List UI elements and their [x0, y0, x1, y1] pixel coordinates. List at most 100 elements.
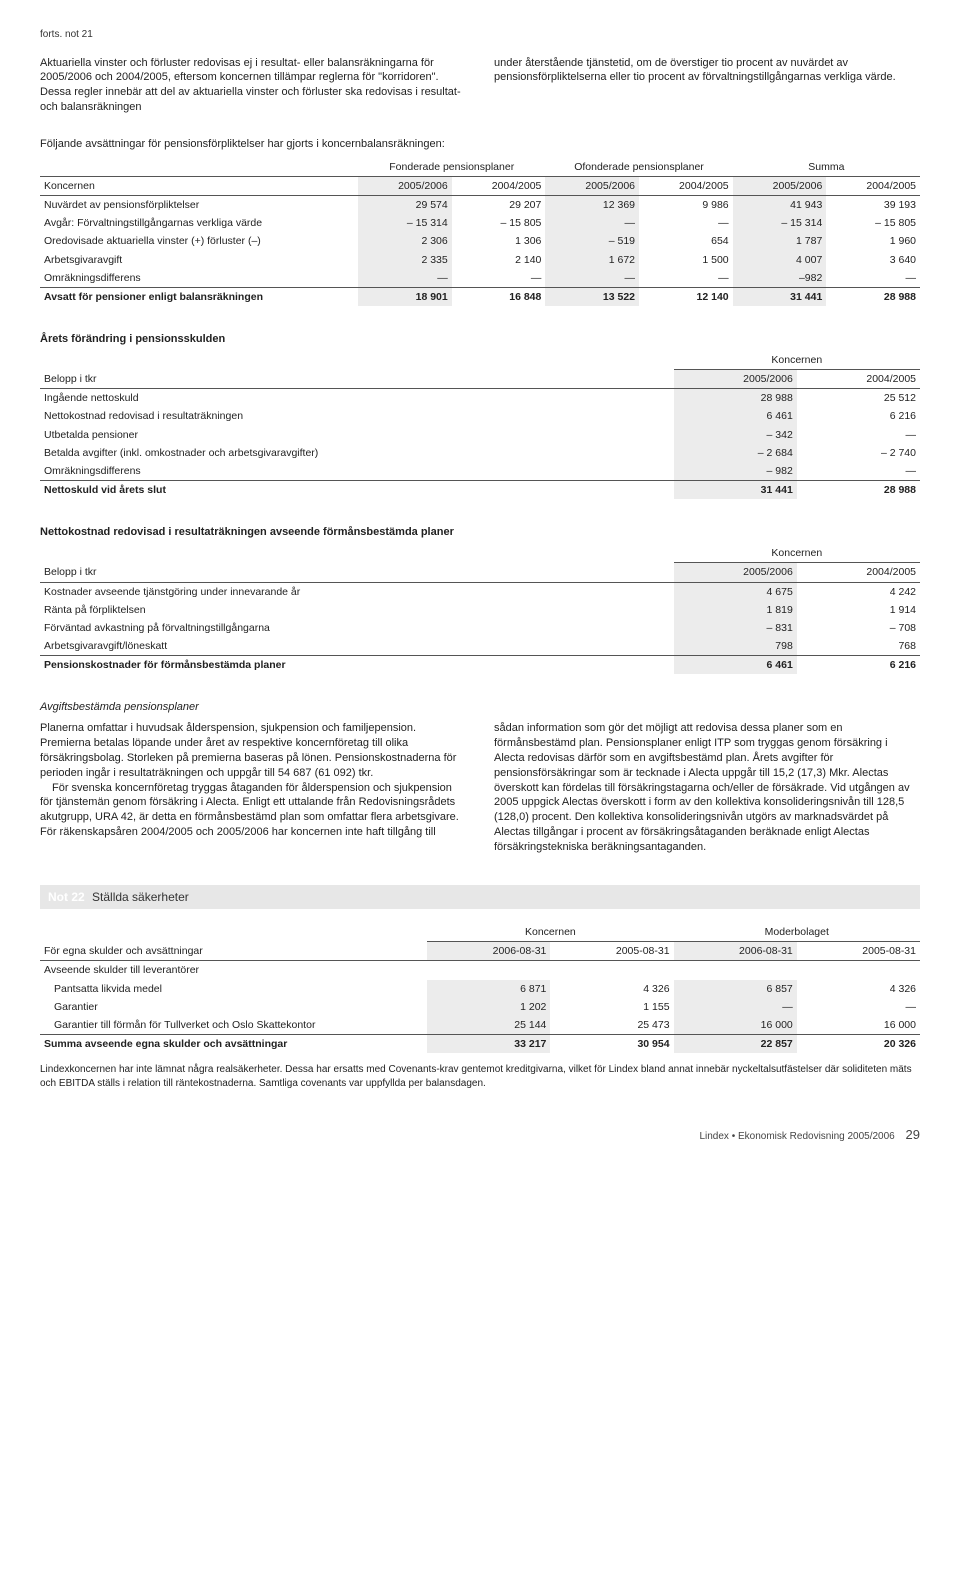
table-cell: – 982: [674, 462, 797, 481]
table-cell: – 342: [674, 426, 797, 444]
table-cell: 1 960: [826, 232, 920, 250]
table-cell: 768: [797, 637, 920, 656]
table-cell: – 15 805: [826, 214, 920, 232]
table-cell: 6 857: [674, 980, 797, 998]
table-cell: —: [639, 214, 733, 232]
continuation-note: forts. not 21: [40, 28, 920, 42]
row-label: Koncernen: [40, 176, 358, 195]
table-cell: 16 000: [674, 1016, 797, 1035]
table3-title: Nettokostnad redovisad i resultaträkning…: [40, 525, 920, 540]
table-cell: 2 335: [358, 251, 452, 269]
table-cell: —: [639, 269, 733, 288]
page-number: 29: [906, 1127, 920, 1142]
pension-allocations-table: Fonderade pensionsplaner Ofonderade pens…: [40, 158, 920, 306]
table-cell: 12 369: [545, 196, 639, 215]
page-footer: Lindex • Ekonomisk Redovisning 2005/2006…: [40, 1126, 920, 1144]
col-group-summa: Summa: [733, 158, 920, 177]
table-total-cell: Nettoskuld vid årets slut: [40, 481, 674, 500]
pension-debt-change-table: Koncernen Belopp i tkr 2005/2006 2004/20…: [40, 351, 920, 499]
table-cell: 6 871: [427, 980, 550, 998]
table-total-cell: 12 140: [639, 287, 733, 306]
table-total-cell: Summa avseende egna skulder och avsättni…: [40, 1035, 427, 1054]
table-cell: 654: [639, 232, 733, 250]
subheading-cell: Avseende skulder till leverantörer: [40, 961, 920, 980]
table-cell: – 708: [797, 619, 920, 637]
table-cell: Nettokostnad redovisad i resultaträkning…: [40, 407, 674, 425]
intro-columns: Aktuariella vinster och förluster redovi…: [40, 56, 920, 115]
table-cell: – 519: [545, 232, 639, 250]
table-cell: Avgår: Förvaltningstillgångarnas verklig…: [40, 214, 358, 232]
table-cell: Garantier till förmån för Tullverket och…: [40, 1016, 427, 1035]
table-cell: Ränta på förpliktelsen: [40, 601, 674, 619]
col-group-fonderade: Fonderade pensionsplaner: [358, 158, 545, 177]
table-cell: 1 787: [733, 232, 827, 250]
table-total-cell: Avsatt för pensioner enligt balansräknin…: [40, 287, 358, 306]
body-left-p2: För svenska koncernföretag tryggas åtaga…: [40, 781, 466, 840]
table-cell: Garantier: [40, 998, 427, 1016]
table-cell: 1 672: [545, 251, 639, 269]
table-cell: 25 473: [550, 1016, 673, 1035]
col-group-ofonderade: Ofonderade pensionsplaner: [545, 158, 732, 177]
table-total-cell: 13 522: [545, 287, 639, 306]
body-left-p1: Planerna omfattar i huvudsak ålderspensi…: [40, 721, 466, 780]
note-number: Not 22: [48, 890, 85, 904]
table-cell: —: [674, 998, 797, 1016]
table-cell: Arbetsgivaravgift/löneskatt: [40, 637, 674, 656]
table-cell: 16 000: [797, 1016, 920, 1035]
table-cell: 25 512: [797, 389, 920, 408]
table-cell: 798: [674, 637, 797, 656]
table-total-cell: 6 461: [674, 656, 797, 675]
body-right-p: sådan information som gör det möjligt at…: [494, 721, 920, 855]
table-cell: Omräkningsdifferens: [40, 462, 674, 481]
table-cell: 28 988: [674, 389, 797, 408]
table-cell: 4 007: [733, 251, 827, 269]
table-total-cell: 20 326: [797, 1035, 920, 1054]
table-cell: 29 574: [358, 196, 452, 215]
table-total-cell: 22 857: [674, 1035, 797, 1054]
table-cell: —: [797, 426, 920, 444]
table-cell: 2 306: [358, 232, 452, 250]
table-total-cell: 33 217: [427, 1035, 550, 1054]
table-total-cell: 28 988: [826, 287, 920, 306]
note-22-footnote: Lindexkoncernen har inte lämnat några re…: [40, 1063, 920, 1090]
table-cell: 1 500: [639, 251, 733, 269]
table-cell: 4 326: [797, 980, 920, 998]
table-cell: Ingående nettoskuld: [40, 389, 674, 408]
table-total-cell: Pensionskostnader för förmånsbestämda pl…: [40, 656, 674, 675]
table-cell: 9 986: [639, 196, 733, 215]
body-subhead: Avgiftsbestämda pensionsplaner: [40, 700, 920, 715]
note-title: Ställda säkerheter: [92, 890, 189, 904]
table-cell: 4 675: [674, 582, 797, 601]
table-cell: —: [358, 269, 452, 288]
table-cell: 1 155: [550, 998, 673, 1016]
table2-title: Årets förändring i pensionsskulden: [40, 332, 920, 347]
table-cell: – 2 684: [674, 444, 797, 462]
table-cell: —: [452, 269, 546, 288]
table-cell: —: [797, 462, 920, 481]
table-total-cell: 31 441: [733, 287, 827, 306]
table-cell: —: [545, 269, 639, 288]
table-total-cell: 30 954: [550, 1035, 673, 1054]
intro-right: under återstående tjänstetid, om de över…: [494, 56, 920, 115]
table-cell: —: [797, 998, 920, 1016]
footer-source: Lindex • Ekonomisk Redovisning 2005/2006: [699, 1131, 894, 1142]
table-cell: 1 914: [797, 601, 920, 619]
table-total-cell: 18 901: [358, 287, 452, 306]
securities-table: Koncernen Moderbolaget För egna skulder …: [40, 923, 920, 1053]
table-cell: Omräkningsdifferens: [40, 269, 358, 288]
table-cell: 4 242: [797, 582, 920, 601]
note-22-header: Not 22 Ställda säkerheter: [40, 885, 920, 909]
table-cell: Nuvärdet av pensionsförpliktelser: [40, 196, 358, 215]
table-cell: 39 193: [826, 196, 920, 215]
table-cell: 3 640: [826, 251, 920, 269]
table-cell: Kostnader avseende tjänstgöring under in…: [40, 582, 674, 601]
table-cell: – 2 740: [797, 444, 920, 462]
table-cell: Betalda avgifter (inkl. omkostnader och …: [40, 444, 674, 462]
table-cell: – 15 314: [733, 214, 827, 232]
table-cell: 6 216: [797, 407, 920, 425]
table-cell: Arbetsgivaravgift: [40, 251, 358, 269]
table-cell: 1 819: [674, 601, 797, 619]
body-columns: Planerna omfattar i huvudsak ålderspensi…: [40, 721, 920, 855]
table-cell: – 15 805: [452, 214, 546, 232]
table-cell: 29 207: [452, 196, 546, 215]
